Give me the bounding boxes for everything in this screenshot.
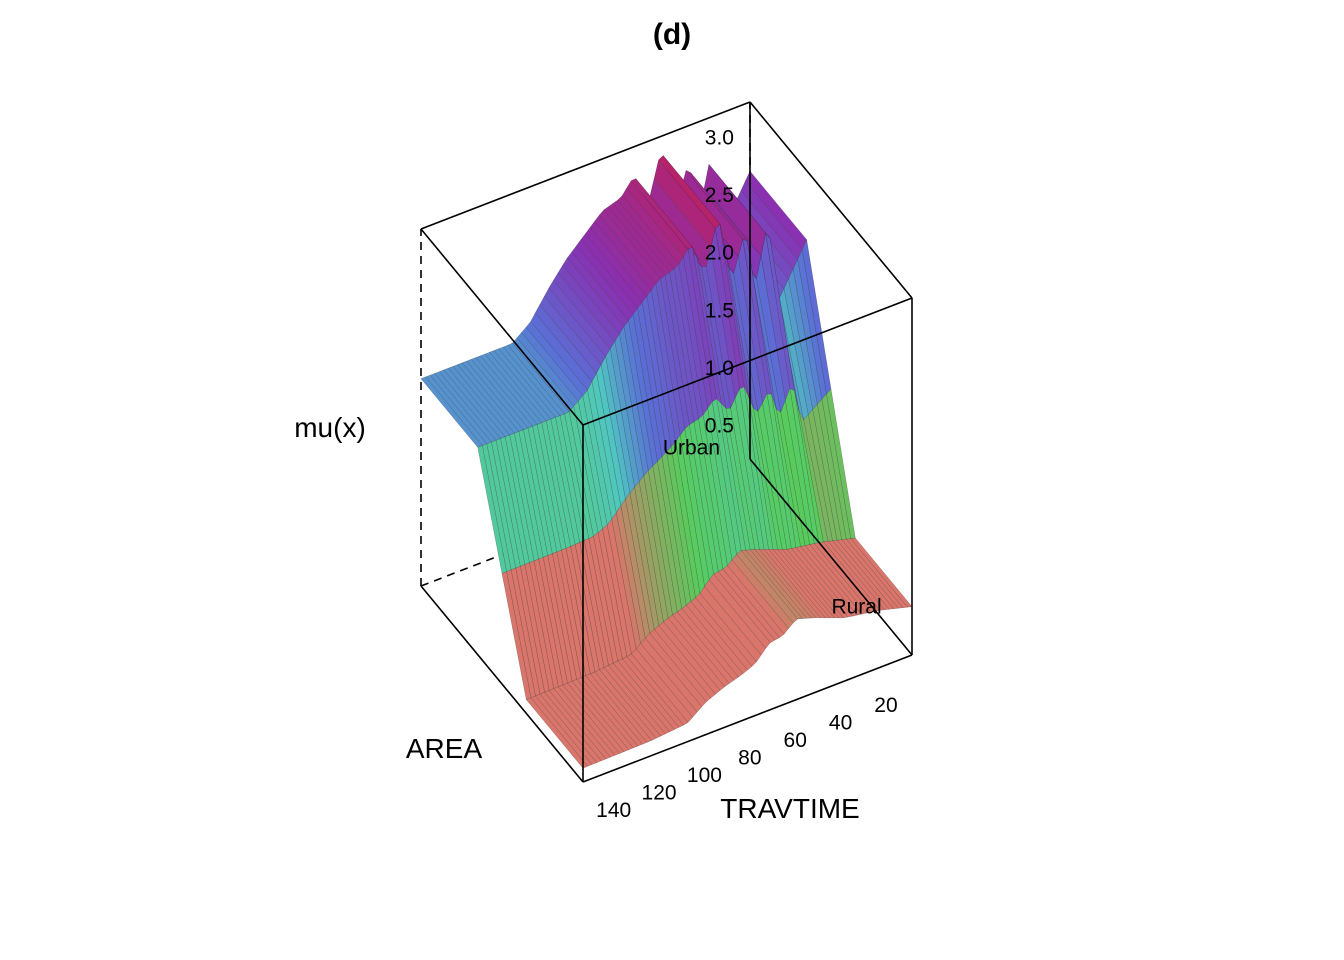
tick-labels: 20 40 60 80 100 120 140 0.5 1.0 1.5 2.0 2.5 3.0 Rural… [596,127,897,823]
chart-title: (d) [653,18,691,51]
x-tick-label: 140 [596,799,631,822]
surface-facet [420,376,483,448]
z-tick-label: 1.0 [705,357,734,380]
x-tick-label: 40 [829,712,852,735]
y-tick-label: Urban [663,437,720,460]
x-tick-label: 80 [738,747,761,770]
x-tick-label: 20 [874,694,897,717]
z-axis-title: mu(x) [294,412,366,443]
z-tick-label: 0.5 [705,414,734,437]
x-tick-label: 120 [642,782,677,805]
box-front-edges [420,101,913,783]
box-edge-top-back [420,101,751,230]
x-tick-label: 100 [687,764,722,787]
box-edge-top-front [582,297,913,426]
box-edge-top-right [420,228,584,426]
z-tick-label: 2.0 [705,242,734,265]
box-edge-back-bottom [420,458,751,587]
x-axis-title: TRAVTIME [720,793,859,824]
y-tick-label: Rural [831,595,881,618]
box-edge-front-bottom [582,654,913,783]
surface-mesh [420,155,913,769]
z-tick-label: 2.5 [705,184,734,207]
box-edge-left-bottom [749,458,913,656]
box-edge-right-bottom [420,585,584,783]
box-edge-top-left [749,101,913,299]
z-tick-label: 3.0 [705,127,734,150]
y-axis-title: AREA [406,733,483,764]
x-tick-label: 60 [784,729,807,752]
z-tick-label: 1.5 [705,299,734,322]
